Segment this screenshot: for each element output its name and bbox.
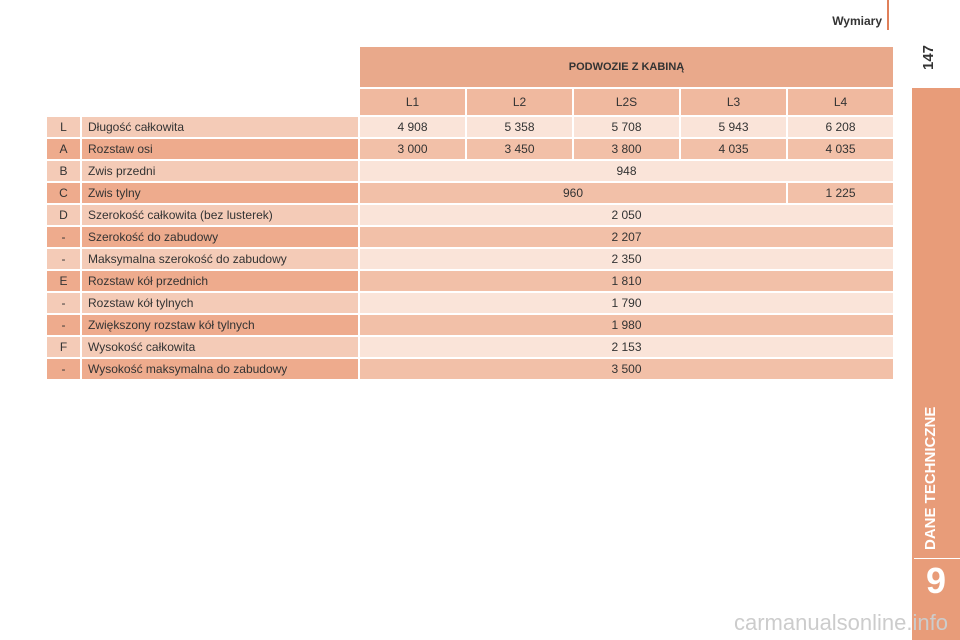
table-row: B Zwis przedni 948 <box>47 161 893 181</box>
row-code: - <box>47 359 80 379</box>
row-code: D <box>47 205 80 225</box>
column-header-row: L1 L2 L2S L3 L4 <box>47 89 893 115</box>
table-row: F Wysokość całkowita 2 153 <box>47 337 893 357</box>
row-code: - <box>47 249 80 269</box>
row-code: - <box>47 293 80 313</box>
row-label: Wysokość maksymalna do zabudowy <box>82 359 358 379</box>
title-row: PODWOZIE Z KABINĄ <box>47 47 893 87</box>
side-tab-title: DANE TECHNICZNE <box>922 406 939 550</box>
table-row: - Zwiększony rozstaw kół tylnych 1 980 <box>47 315 893 335</box>
row-code: L <box>47 117 80 137</box>
column-header: L2S <box>574 89 679 115</box>
row-code: E <box>47 271 80 291</box>
row-label: Rozstaw kół przednich <box>82 271 358 291</box>
column-header: L1 <box>360 89 465 115</box>
table-row: - Wysokość maksymalna do zabudowy 3 500 <box>47 359 893 379</box>
empty-cell <box>47 89 358 115</box>
row-label: Szerokość do zabudowy <box>82 227 358 247</box>
value-cell: 948 <box>360 161 893 181</box>
table-row: L Długość całkowita 4 908 5 358 5 708 5 943 6 … <box>47 117 893 137</box>
side-tab <box>912 88 960 640</box>
page-number: 147 <box>920 44 937 70</box>
row-label: Długość całkowita <box>82 117 358 137</box>
column-header: L2 <box>467 89 572 115</box>
row-code: A <box>47 139 80 159</box>
value-cell: 6 208 <box>788 117 893 137</box>
row-label: Zwis tylny <box>82 183 358 203</box>
value-cell: 2 350 <box>360 249 893 269</box>
table-row: - Szerokość do zabudowy 2 207 <box>47 227 893 247</box>
value-cell: 5 358 <box>467 117 572 137</box>
value-cell: 3 450 <box>467 139 572 159</box>
row-code: C <box>47 183 80 203</box>
value-cell: 1 790 <box>360 293 893 313</box>
value-cell: 4 035 <box>681 139 786 159</box>
row-label: Rozstaw kół tylnych <box>82 293 358 313</box>
value-cell: 3 800 <box>574 139 679 159</box>
table-row: - Maksymalna szerokość do zabudowy 2 350 <box>47 249 893 269</box>
column-header: L3 <box>681 89 786 115</box>
value-cell: 4 035 <box>788 139 893 159</box>
row-code: - <box>47 315 80 335</box>
value-cell: 5 708 <box>574 117 679 137</box>
table-row: A Rozstaw osi 3 000 3 450 3 800 4 035 4 035 <box>47 139 893 159</box>
value-cell: 2 050 <box>360 205 893 225</box>
side-tab-rule <box>914 558 960 559</box>
value-cell: 2 153 <box>360 337 893 357</box>
row-label: Szerokość całkowita (bez lusterek) <box>82 205 358 225</box>
value-cell: 4 908 <box>360 117 465 137</box>
row-label: Zwiększony rozstaw kół tylnych <box>82 315 358 335</box>
value-cell: 5 943 <box>681 117 786 137</box>
value-cell: 1 980 <box>360 315 893 335</box>
row-label: Rozstaw osi <box>82 139 358 159</box>
dimensions-table: PODWOZIE Z KABINĄ L1 L2 L2S L3 L4 L Długość c… <box>45 45 895 381</box>
table-row: C Zwis tylny 960 1 225 <box>47 183 893 203</box>
row-code: - <box>47 227 80 247</box>
row-code: F <box>47 337 80 357</box>
value-cell: 3 000 <box>360 139 465 159</box>
table-row: E Rozstaw kół przednich 1 810 <box>47 271 893 291</box>
header-rule <box>887 0 889 30</box>
value-cell: 960 <box>360 183 786 203</box>
value-cell: 3 500 <box>360 359 893 379</box>
row-label: Zwis przedni <box>82 161 358 181</box>
row-code: B <box>47 161 80 181</box>
table-row: D Szerokość całkowita (bez lusterek) 2 050 <box>47 205 893 225</box>
value-cell: 2 207 <box>360 227 893 247</box>
row-label: Wysokość całkowita <box>82 337 358 357</box>
row-label: Maksymalna szerokość do zabudowy <box>82 249 358 269</box>
chapter-number: 9 <box>925 560 947 601</box>
empty-cell <box>47 47 358 87</box>
table-row: - Rozstaw kół tylnych 1 790 <box>47 293 893 313</box>
column-header: L4 <box>788 89 893 115</box>
value-cell: 1 225 <box>788 183 893 203</box>
section-title: Wymiary <box>832 14 882 28</box>
value-cell: 1 810 <box>360 271 893 291</box>
watermark: carmanualsonline.info <box>733 610 948 635</box>
table-title: PODWOZIE Z KABINĄ <box>360 47 893 87</box>
